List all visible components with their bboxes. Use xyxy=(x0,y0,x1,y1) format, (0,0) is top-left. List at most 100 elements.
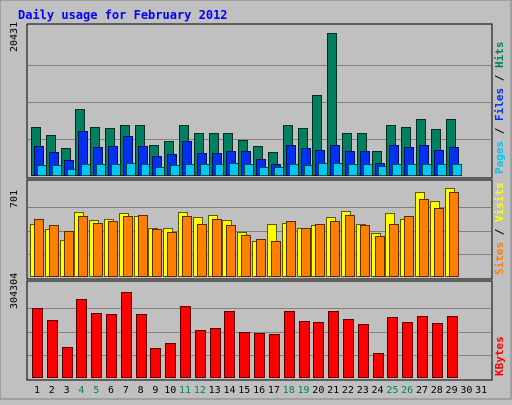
bar-pages-day-1 xyxy=(37,165,47,176)
legend-part: Hits xyxy=(493,42,506,69)
legend-part: Files xyxy=(493,88,506,121)
bar-kbytes-day-1 xyxy=(32,308,43,378)
x-tick-label: 6 xyxy=(108,385,114,396)
bar-sites-day-5 xyxy=(93,223,103,277)
bar-sites-day-2 xyxy=(49,225,59,277)
bar-kbytes-day-6 xyxy=(106,314,117,378)
bar-kbytes-day-5 xyxy=(91,313,102,378)
bar-sites-day-6 xyxy=(108,221,118,277)
x-tick-label: 13 xyxy=(209,385,221,396)
bar-kbytes-day-7 xyxy=(121,292,132,378)
chart-panels: 20431 Pages / Files / Hits 701 Sites / Visi… xyxy=(9,22,506,381)
bar-sites-day-7 xyxy=(123,216,133,277)
bar-pages-day-10 xyxy=(170,165,180,176)
bar-kbytes-day-13 xyxy=(210,328,221,378)
bar-kbytes-day-24 xyxy=(373,353,384,378)
bar-sites-day-14 xyxy=(226,225,236,277)
bar-pages-day-12 xyxy=(200,164,210,176)
bar-kbytes-day-27 xyxy=(417,316,428,378)
legend-part: KBytes xyxy=(493,336,506,376)
bar-pages-day-15 xyxy=(244,164,254,176)
bar-pages-day-26 xyxy=(407,164,417,176)
bar-pages-day-5 xyxy=(96,164,106,176)
x-tick-label: 1 xyxy=(34,385,40,396)
legend-part: / xyxy=(493,222,506,242)
bar-kbytes-day-15 xyxy=(239,332,250,378)
bar-kbytes-day-25 xyxy=(387,317,398,378)
bar-kbytes-day-2 xyxy=(47,320,58,378)
bar-sites-day-24 xyxy=(375,236,385,277)
bar-pages-day-16 xyxy=(259,167,269,176)
x-tick-label: 24 xyxy=(372,385,384,396)
bar-sites-day-23 xyxy=(360,225,370,277)
bar-kbytes-day-4 xyxy=(76,299,87,378)
panel-middle: 701 Sites / Visits xyxy=(9,179,506,280)
bar-pages-day-29 xyxy=(452,164,462,176)
bar-pages-day-17 xyxy=(274,167,284,176)
bar-sites-day-1 xyxy=(34,219,44,277)
bar-kbytes-day-14 xyxy=(224,311,235,378)
bar-pages-day-14 xyxy=(229,163,239,176)
x-tick-label: 16 xyxy=(253,385,265,396)
bar-kbytes-day-11 xyxy=(180,306,191,378)
x-tick-label: 21 xyxy=(327,385,339,396)
x-tick-label: 28 xyxy=(431,385,443,396)
x-tick-label: 23 xyxy=(357,385,369,396)
legend-part: Pages xyxy=(493,141,506,174)
bar-kbytes-day-23 xyxy=(358,324,369,378)
x-tick-label: 30 xyxy=(460,385,472,396)
bar-kbytes-day-12 xyxy=(195,330,206,378)
x-tick-label: 9 xyxy=(152,385,158,396)
bar-pages-day-18 xyxy=(289,164,299,176)
bar-kbytes-day-8 xyxy=(136,314,147,378)
bar-pages-day-11 xyxy=(185,164,195,176)
legend-label: Sites / Visits xyxy=(493,182,506,275)
bar-kbytes-day-17 xyxy=(269,334,280,378)
x-tick-label: 8 xyxy=(138,385,144,396)
bar-pages-day-4 xyxy=(81,164,91,176)
x-tick-label: 26 xyxy=(401,385,413,396)
bar-sites-day-26 xyxy=(404,216,414,277)
x-tick-label: 15 xyxy=(238,385,250,396)
chart-title: Daily usage for February 2012 xyxy=(18,8,228,22)
x-tick-label: 4 xyxy=(78,385,84,396)
bar-sites-day-16 xyxy=(256,239,266,277)
bar-pages-day-20 xyxy=(318,163,328,176)
bar-kbytes-day-10 xyxy=(165,343,176,378)
bar-sites-day-13 xyxy=(212,219,222,277)
x-tick-label: 22 xyxy=(342,385,354,396)
bar-sites-day-17 xyxy=(271,241,281,277)
x-tick-label: 3 xyxy=(64,385,70,396)
x-tick-label: 7 xyxy=(123,385,129,396)
x-tick-label: 11 xyxy=(179,385,191,396)
x-tick-label: 20 xyxy=(312,385,324,396)
bar-pages-day-23 xyxy=(363,164,373,176)
bar-sites-day-22 xyxy=(345,215,355,277)
legend-part: / xyxy=(493,68,506,88)
legend-part: Visits xyxy=(493,182,506,222)
legend-part: Sites xyxy=(493,242,506,275)
bar-sites-day-19 xyxy=(301,228,311,277)
bar-pages-day-21 xyxy=(333,163,343,176)
bar-sites-day-4 xyxy=(78,216,88,277)
bar-kbytes-day-18 xyxy=(284,311,295,378)
legend-part: / xyxy=(493,121,506,141)
bar-pages-day-6 xyxy=(111,164,121,176)
x-tick-label: 10 xyxy=(164,385,176,396)
bar-kbytes-day-20 xyxy=(313,322,324,378)
bar-sites-day-20 xyxy=(315,224,325,277)
bar-kbytes-day-22 xyxy=(343,319,354,378)
bar-kbytes-day-19 xyxy=(299,321,310,378)
bar-pages-day-25 xyxy=(392,164,402,176)
x-tick-label: 31 xyxy=(475,385,487,396)
bar-kbytes-day-9 xyxy=(150,348,161,378)
bar-pages-day-9 xyxy=(155,167,165,176)
panel-top: 20431 Pages / Files / Hits xyxy=(9,22,506,179)
bar-sites-day-10 xyxy=(167,232,177,277)
bar-sites-day-12 xyxy=(197,224,207,277)
x-tick-label: 14 xyxy=(223,385,235,396)
bar-pages-day-7 xyxy=(126,163,136,176)
x-tick-label: 12 xyxy=(194,385,206,396)
